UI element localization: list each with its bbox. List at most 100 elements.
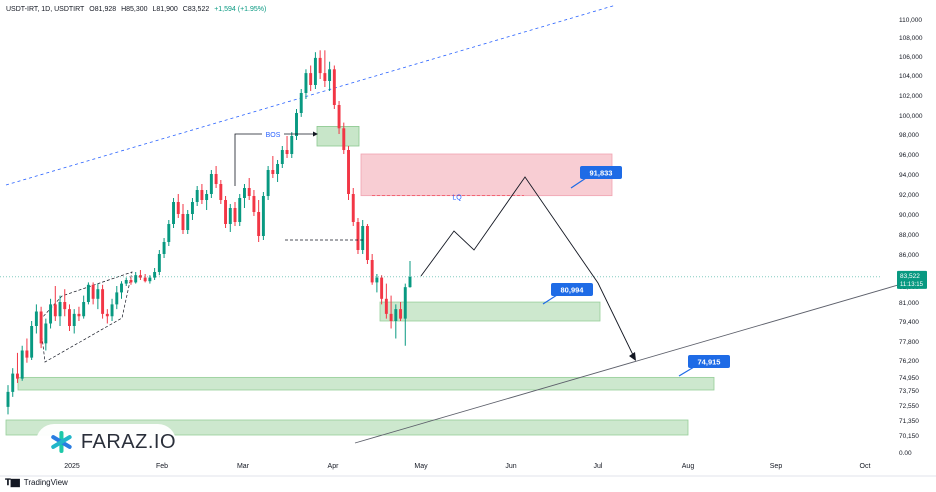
candle-body bbox=[342, 128, 346, 150]
candle-body bbox=[233, 208, 237, 222]
candle-body bbox=[295, 113, 298, 136]
y-tick-label: 76,200 bbox=[899, 358, 919, 365]
y-tick-label: 0.00 bbox=[899, 450, 912, 457]
candle-body bbox=[276, 164, 280, 174]
candle-body bbox=[261, 196, 265, 236]
candle-body bbox=[44, 323, 48, 344]
candle-body bbox=[209, 174, 213, 194]
candle-body bbox=[408, 276, 412, 288]
bos-arrow-head bbox=[313, 131, 318, 137]
faraz-text: FARAZ.IO bbox=[80, 430, 176, 453]
x-tick-label: Apr bbox=[328, 463, 340, 470]
faraz-watermark: FARAZ.IO bbox=[36, 424, 176, 460]
candle-body bbox=[77, 313, 81, 317]
dashed-channel bbox=[39, 271, 133, 363]
x-tick-label: Oct bbox=[860, 463, 871, 470]
candle-body bbox=[337, 105, 341, 129]
candle-body bbox=[323, 73, 327, 81]
candle-body bbox=[356, 222, 360, 250]
candle-body bbox=[68, 309, 71, 326]
candle-body bbox=[375, 277, 379, 283]
candle-body bbox=[351, 194, 355, 222]
candle-body bbox=[58, 302, 62, 317]
price-callout-label: 74,915 bbox=[698, 358, 721, 367]
ohlc-change: +1,594 (+1.95%) bbox=[214, 6, 267, 13]
candle-body bbox=[72, 313, 76, 326]
candle-body bbox=[157, 254, 161, 272]
candle-body bbox=[138, 275, 142, 278]
x-tick-label: Sep bbox=[770, 463, 783, 470]
dashed-trendline bbox=[5, 4, 617, 186]
candle-body bbox=[328, 69, 332, 81]
candle-body bbox=[200, 190, 204, 200]
candle-body bbox=[25, 350, 29, 358]
candle-body bbox=[252, 196, 256, 212]
candle-body bbox=[53, 304, 57, 317]
candle-body bbox=[110, 304, 114, 317]
candle-body bbox=[15, 373, 19, 379]
symbol-title[interactable]: USDT-IRT, 1D, USDTIRT bbox=[6, 6, 85, 13]
bos-arrow bbox=[234, 133, 313, 186]
candle-body bbox=[389, 313, 393, 321]
candle-body bbox=[101, 289, 105, 314]
y-tick-label: 81,000 bbox=[899, 300, 919, 307]
last-price-value: 83,522 bbox=[900, 273, 920, 280]
projection-arrow-head bbox=[629, 352, 636, 361]
candle-body bbox=[167, 224, 171, 242]
tradingview-logo-icon: 𝐓▇ bbox=[5, 477, 20, 487]
price-callout-label: 80,994 bbox=[561, 286, 585, 295]
ohlc-high: H85,300 bbox=[121, 6, 148, 13]
candle-body bbox=[365, 226, 369, 260]
candle-body bbox=[361, 226, 365, 250]
x-tick-label: Mar bbox=[237, 463, 250, 470]
candle-body bbox=[219, 184, 223, 200]
candle-body bbox=[313, 57, 317, 85]
candle-body bbox=[347, 150, 350, 194]
ohlc-low: L81,900 bbox=[152, 6, 178, 13]
candle-body bbox=[380, 277, 384, 299]
candle-body bbox=[96, 289, 100, 299]
candle-body bbox=[370, 260, 374, 283]
tradingview-footer[interactable]: 𝐓▇ TradingView bbox=[5, 477, 68, 488]
price-callout-box bbox=[551, 283, 593, 296]
demand-zone bbox=[17, 376, 715, 391]
bos-label: BOS bbox=[266, 132, 281, 139]
price-callout-label: 91,833 bbox=[590, 169, 613, 178]
x-tick-label: 2025 bbox=[64, 463, 80, 470]
candle-body bbox=[304, 73, 308, 93]
candle-body bbox=[148, 277, 152, 282]
candle-body bbox=[124, 280, 128, 284]
x-tick-label: Feb bbox=[156, 463, 168, 470]
lq-label: LQ bbox=[452, 195, 462, 202]
candle-body bbox=[243, 188, 246, 198]
x-tick-label: Aug bbox=[682, 463, 695, 470]
candle-body bbox=[30, 326, 34, 358]
candle-body bbox=[153, 272, 157, 278]
y-tick-label: 74,950 bbox=[899, 375, 919, 382]
candle-body bbox=[266, 170, 270, 196]
last-price-tag bbox=[897, 270, 927, 289]
demand-zone bbox=[379, 301, 601, 322]
price-callout-pointer bbox=[570, 177, 587, 189]
y-tick-label: 102,000 bbox=[899, 93, 923, 100]
x-tick-label: Jun bbox=[505, 463, 516, 470]
candle-body bbox=[238, 198, 242, 222]
demand-zone bbox=[5, 419, 689, 436]
candle-body bbox=[162, 242, 166, 254]
candle-body bbox=[399, 309, 403, 319]
y-tick-label: 88,000 bbox=[899, 232, 919, 239]
y-tick-label: 94,000 bbox=[899, 172, 919, 179]
candle-body bbox=[224, 200, 228, 224]
candle-body bbox=[11, 373, 15, 392]
candle-body bbox=[205, 194, 209, 200]
candle-body bbox=[82, 302, 86, 317]
ohlc-open: O81,928 bbox=[89, 6, 117, 13]
candle-body bbox=[186, 214, 190, 230]
candle-body bbox=[49, 304, 53, 324]
candle-body bbox=[134, 275, 138, 283]
candle-body bbox=[105, 313, 109, 317]
y-tick-label: 77,800 bbox=[899, 339, 919, 346]
bos-label-bg bbox=[262, 128, 284, 139]
